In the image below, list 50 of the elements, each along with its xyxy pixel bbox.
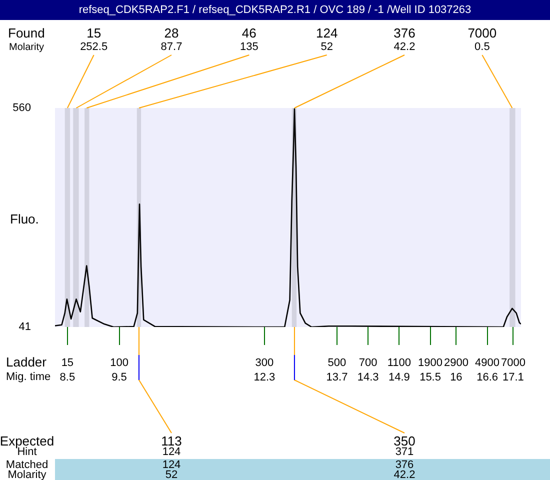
- x-tick-label: 13.7: [326, 372, 348, 384]
- text: 124: [162, 459, 181, 472]
- annotation: 7000: [500, 357, 526, 370]
- annotation: 42.2: [394, 41, 416, 54]
- text: 371: [395, 446, 414, 458]
- x-tick-label: 9.5: [112, 372, 127, 384]
- band-label: 7000: [468, 26, 497, 41]
- annotation: 700: [358, 357, 378, 370]
- annotation: 1900: [418, 357, 443, 370]
- text: Expected: [0, 434, 54, 449]
- annotation: 4900: [475, 357, 500, 370]
- x-tick-label: 17.1: [502, 372, 524, 384]
- y-tick-label: 560: [12, 102, 31, 114]
- band-label: 28: [164, 26, 179, 41]
- chart-title: refseq_CDK5RAP2.F1 / refseq_CDK5RAP2.R1 / OVC 189 / -1 /Well ID 1037263: [0, 0, 550, 20]
- text: Matched: [6, 459, 48, 472]
- y-axis-title: Fluo.: [10, 212, 39, 227]
- text: 376: [395, 459, 414, 472]
- annotation: 2900: [444, 357, 468, 370]
- x-tick-label: 14.9: [388, 372, 410, 384]
- x-tick-label: 12.3: [254, 372, 276, 384]
- band-label: 46: [242, 26, 256, 41]
- x-tick-label: 16.6: [476, 372, 498, 384]
- annotation: 100: [110, 357, 128, 370]
- annotation: 15: [61, 357, 74, 370]
- annotation: 0.5: [474, 41, 490, 54]
- text: Molarity: [9, 42, 44, 53]
- band-label: 124: [316, 26, 338, 41]
- x-tick-label: 16: [450, 372, 462, 384]
- x-axis-title: Mig. time: [6, 371, 51, 384]
- x-tick-label: 14.3: [357, 372, 379, 384]
- annotation: 300: [255, 357, 274, 370]
- annotation: 87.7: [160, 41, 182, 54]
- text: 124: [162, 446, 181, 458]
- text: Molarity: [8, 469, 47, 480]
- band-label: 15: [86, 26, 102, 41]
- y-tick-label: 41: [18, 321, 31, 334]
- text: Found: [8, 26, 45, 41]
- x-tick-label: 15.5: [420, 372, 441, 384]
- annotation: 500: [328, 357, 346, 370]
- text: Hint: [17, 446, 37, 458]
- text: 52: [165, 469, 178, 480]
- x-tick-label: 8.5: [60, 372, 76, 384]
- annotation: 135: [240, 41, 258, 54]
- text: Ladder: [6, 354, 48, 370]
- annotation: 252.5: [80, 41, 108, 54]
- band-label: 376: [394, 26, 416, 41]
- annotation: 52: [320, 41, 333, 54]
- annotation: 1100: [387, 357, 412, 370]
- text: 42.2: [394, 469, 416, 480]
